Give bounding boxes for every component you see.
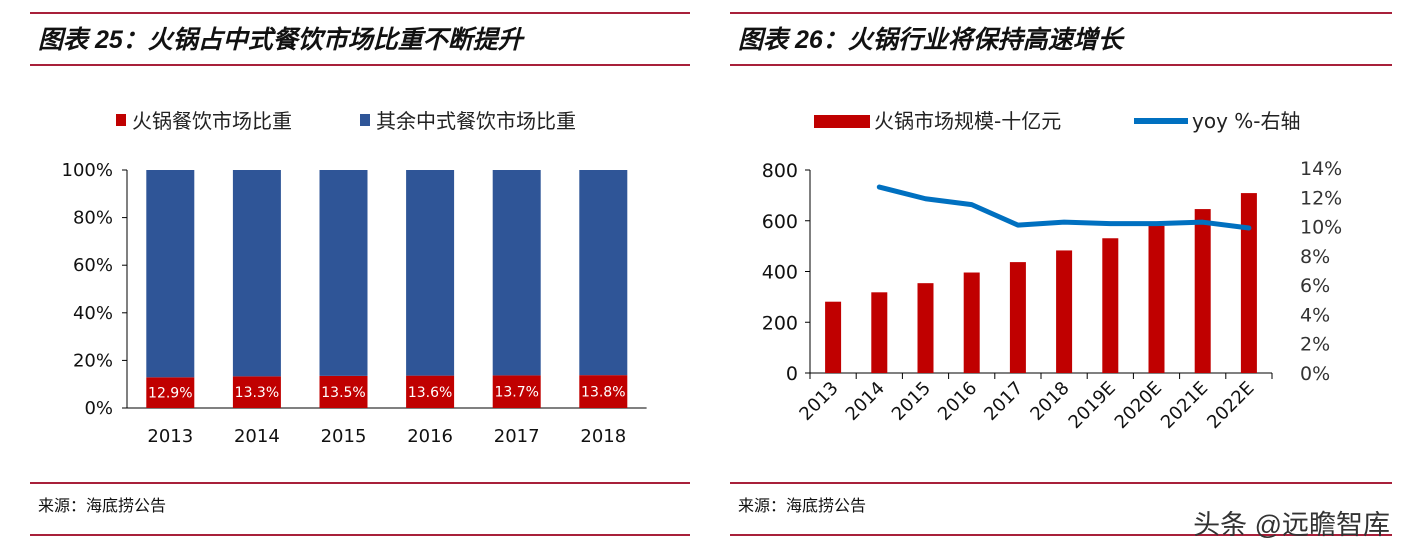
- title-rule: [730, 64, 1392, 66]
- source-note: 来源：海底捞公告: [738, 496, 867, 515]
- x-tick-label: 2016: [407, 426, 453, 447]
- x-tick-label: 2020E: [1111, 378, 1166, 433]
- y-left-tick-label: 800: [762, 160, 798, 182]
- y-left-tick-label: 400: [762, 262, 798, 284]
- bar-other: [319, 170, 368, 376]
- right-panel: 图表 26：火锅行业将保持高速增长 火锅市场规模-十亿元 yoy %-右轴 0 200…: [730, 0, 1392, 560]
- bar-other: [146, 170, 195, 378]
- legend-swatch-other: [360, 114, 370, 126]
- bar-hotpot: [406, 375, 455, 408]
- bar-hotpot: [319, 375, 368, 408]
- chart-title: 图表 26：火锅行业将保持高速增长: [738, 26, 1123, 54]
- bar-market-size: [1240, 193, 1257, 373]
- footer-rule: [730, 482, 1392, 484]
- x-tick-label: 2015: [888, 378, 935, 425]
- bar-market-size: [871, 292, 888, 373]
- left-panel: 图表 25：火锅占中式餐饮市场比重不断提升 火锅餐饮市场比重 其余中式餐饮市场比重…: [30, 0, 690, 560]
- watermark: 头条 @远瞻智库: [1193, 510, 1390, 540]
- x-tick-label: 2019E: [1065, 378, 1120, 433]
- legend-label-hotpot: 火锅餐饮市场比重: [132, 109, 292, 133]
- x-tick-label: 2017: [494, 426, 540, 447]
- title-rule: [30, 64, 690, 66]
- y-left-tick-label: 0: [786, 363, 798, 385]
- legend-label-yoy: yoy %-右轴: [1192, 109, 1301, 133]
- chart-title: 图表 25：火锅占中式餐饮市场比重不断提升: [38, 26, 523, 54]
- y-tick-label: 80%: [73, 208, 113, 229]
- legend-swatch-hotpot: [116, 114, 126, 126]
- y-tick-label: 20%: [73, 350, 113, 371]
- x-tick-label: 2021E: [1157, 378, 1212, 433]
- y-right-tick-label: 6%: [1300, 275, 1330, 297]
- bar-market-size: [1194, 209, 1211, 373]
- y-tick-label: 40%: [73, 303, 113, 324]
- x-tick-label: 2018: [580, 426, 626, 447]
- data-label: 13.8%: [581, 385, 625, 401]
- bottom-rule: [30, 534, 690, 536]
- bar-market-size: [963, 272, 980, 373]
- data-label: 13.7%: [494, 385, 538, 401]
- bar-market-size: [1102, 238, 1119, 373]
- stacked-bar-chart: 火锅餐饮市场比重 其余中式餐饮市场比重 0% 20% 40% 60% 80% 100% 12.9…: [62, 109, 647, 447]
- top-rule: [730, 12, 1392, 14]
- x-tick-label: 2017: [980, 378, 1027, 425]
- bar-other: [579, 170, 628, 376]
- source-note: 来源：海底捞公告: [38, 496, 167, 515]
- x-tick-label: 2013: [795, 378, 842, 425]
- y-right-tick-label: 2%: [1300, 334, 1330, 356]
- bar-other: [406, 170, 455, 376]
- legend-label-other: 其余中式餐饮市场比重: [376, 109, 576, 133]
- y-right-tick-label: 0%: [1300, 363, 1330, 385]
- x-tick-label: 2014: [842, 378, 889, 425]
- x-tick-label: 2022E: [1203, 378, 1258, 433]
- y-left-tick-label: 600: [762, 211, 798, 233]
- bar-hotpot: [579, 375, 628, 408]
- bar-market-size: [1009, 262, 1026, 373]
- x-tick-label: 2015: [321, 426, 367, 447]
- data-label: 13.6%: [408, 385, 452, 401]
- x-tick-label: 2016: [934, 378, 981, 425]
- y-right-tick-label: 14%: [1300, 158, 1342, 180]
- bar-hotpot: [492, 375, 541, 408]
- y-right-tick-label: 8%: [1300, 246, 1330, 268]
- legend-swatch-market-size: [814, 115, 870, 128]
- bar-market-size: [1148, 225, 1165, 373]
- data-label: 12.9%: [148, 386, 192, 402]
- top-rule: [30, 12, 690, 14]
- bottom-rule: [730, 534, 1392, 536]
- y-right-tick-label: 12%: [1300, 187, 1342, 209]
- bar-hotpot: [232, 376, 281, 408]
- footer-rule: [30, 482, 690, 484]
- data-label: 13.5%: [321, 385, 365, 401]
- y-tick-label: 100%: [62, 160, 113, 181]
- bar-hotpot: [146, 377, 195, 408]
- bar-line-chart: 火锅市场规模-十亿元 yoy %-右轴 0 200 400 600 800 0% 2% 4% 6% 8…: [762, 109, 1343, 433]
- y-right-tick-label: 10%: [1300, 217, 1342, 239]
- data-label: 13.3%: [235, 385, 279, 401]
- bar-other: [232, 170, 281, 377]
- legend-label-market-size: 火锅市场规模-十亿元: [874, 109, 1061, 133]
- bar-market-size: [1056, 250, 1073, 373]
- bar-market-size: [825, 301, 842, 373]
- y-tick-label: 60%: [73, 255, 113, 276]
- line-yoy: [876, 184, 1252, 231]
- x-tick-label: 2014: [234, 426, 280, 447]
- y-right-tick-label: 4%: [1300, 304, 1330, 326]
- y-left-tick-label: 200: [762, 312, 798, 334]
- bar-market-size: [917, 283, 934, 373]
- x-tick-label: 2013: [147, 426, 193, 447]
- bar-other: [492, 170, 541, 376]
- y-tick-label: 0%: [84, 398, 113, 419]
